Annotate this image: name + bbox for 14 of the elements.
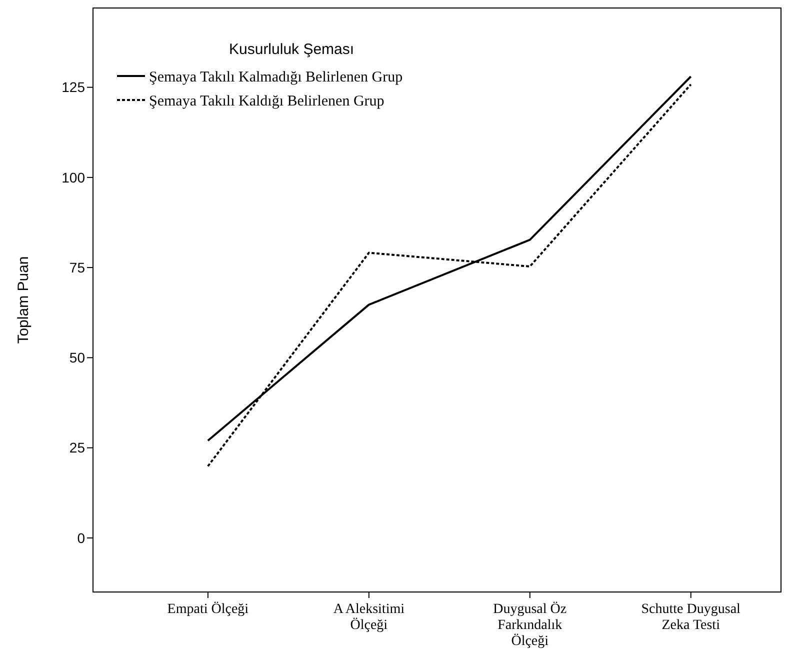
y-axis-title: Toplam Puan <box>15 256 32 344</box>
legend-label: Şemaya Takılı Kaldığı Belirlenen Grup <box>149 93 384 110</box>
y-tick-label: 0 <box>77 530 86 546</box>
y-tick-label: 125 <box>62 79 86 96</box>
x-tick-label: Duygusal Öz Farkındalık Ölçeği <box>493 601 567 649</box>
y-tick-label: 25 <box>69 440 86 456</box>
x-tick-label: Empati Ölçeği <box>167 601 249 617</box>
x-tick-label: A Aleksitimi Ölçeği <box>333 602 405 633</box>
y-tick-label: 75 <box>69 259 86 276</box>
y-tick-label: 50 <box>69 350 86 366</box>
y-tick-label: 100 <box>62 169 86 186</box>
legend-title: Kusurluluk Şeması <box>229 41 354 58</box>
legend-label: Şemaya Takılı Kalmadığı Belirlenen Grup <box>149 69 403 86</box>
x-tick-label: Schutte Duygusal Zeka Testi <box>641 602 741 633</box>
